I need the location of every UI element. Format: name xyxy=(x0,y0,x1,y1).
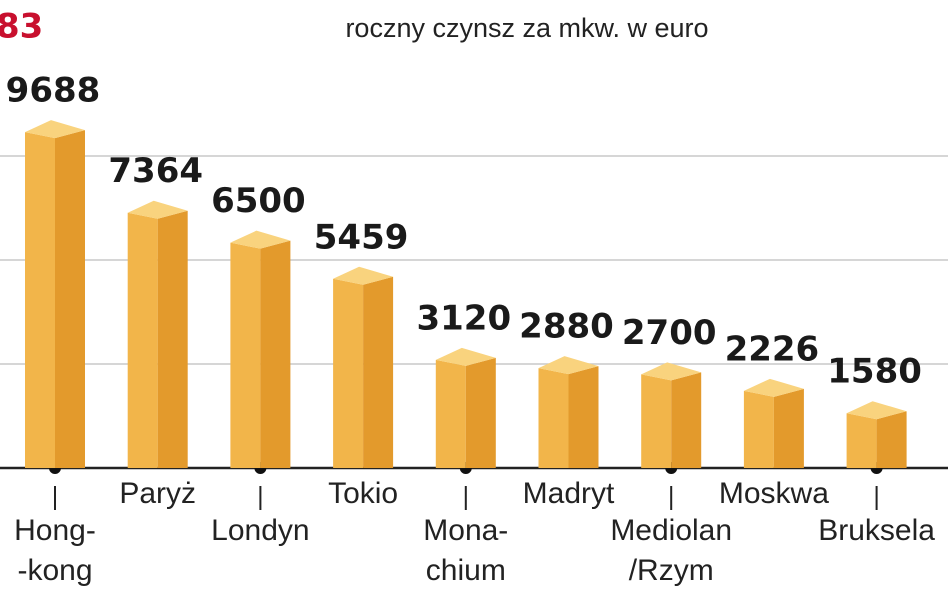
x-tick-label: Paryż xyxy=(119,477,196,510)
value-label: 7364 xyxy=(108,151,203,191)
value-label: 2700 xyxy=(622,313,717,353)
bar-side xyxy=(55,130,85,468)
x-tick-label: Madryt xyxy=(523,477,615,510)
x-tick-label: Tokio xyxy=(328,477,398,510)
bar-front xyxy=(127,212,158,468)
bar-front xyxy=(846,413,877,468)
bar-front xyxy=(743,390,774,468)
x-tick-label: chium xyxy=(426,554,506,587)
x-tick-label: Mona- xyxy=(423,514,508,547)
x-tick-label: Londyn xyxy=(211,514,309,547)
bar-top xyxy=(435,347,496,366)
bar-side xyxy=(260,240,291,468)
bar-side xyxy=(465,357,496,468)
value-label: 2226 xyxy=(725,329,820,369)
bar-side xyxy=(773,388,804,468)
corner-text: 83 xyxy=(0,7,43,47)
bar-top xyxy=(230,230,291,249)
bar-top xyxy=(333,266,394,285)
bar xyxy=(25,120,85,468)
bar xyxy=(333,266,394,468)
x-tick-label: Hong- xyxy=(14,514,96,547)
x-tick-label: /Rzym xyxy=(629,554,714,587)
value-label: 5459 xyxy=(314,217,409,257)
bar-top xyxy=(25,120,85,139)
bar xyxy=(127,200,188,468)
bar xyxy=(230,230,291,468)
bar-side xyxy=(363,276,394,468)
value-label: 9688 xyxy=(6,71,101,111)
bar-front xyxy=(25,132,55,468)
bar-front xyxy=(333,278,364,468)
x-tick-label: Bruksela xyxy=(818,514,935,547)
value-label: 6500 xyxy=(211,181,306,221)
bar xyxy=(743,378,804,468)
bar-top xyxy=(127,200,188,219)
x-tick-label: Mediolan xyxy=(610,514,732,547)
bar-front xyxy=(435,359,466,468)
bar xyxy=(435,347,496,468)
bar-front xyxy=(641,374,672,468)
bar-side xyxy=(671,372,702,468)
bar xyxy=(846,401,907,468)
bar-top xyxy=(641,362,702,381)
bar xyxy=(538,356,599,468)
value-label: 1580 xyxy=(827,352,922,392)
chart-title: roczny czynsz za mkw. w euro xyxy=(345,13,708,43)
bar-top xyxy=(538,356,599,375)
bar-side xyxy=(876,411,907,468)
x-tick-label: -kong xyxy=(17,554,92,587)
x-tick-label: Moskwa xyxy=(719,477,829,510)
bar-top xyxy=(743,378,804,397)
bar-front xyxy=(538,368,569,468)
bar-top xyxy=(846,401,907,420)
bar-side xyxy=(568,366,599,468)
bar xyxy=(641,362,702,468)
bar-front xyxy=(230,242,261,468)
bar-side xyxy=(157,210,188,468)
value-label: 2880 xyxy=(519,307,614,347)
value-label: 3120 xyxy=(416,298,511,338)
